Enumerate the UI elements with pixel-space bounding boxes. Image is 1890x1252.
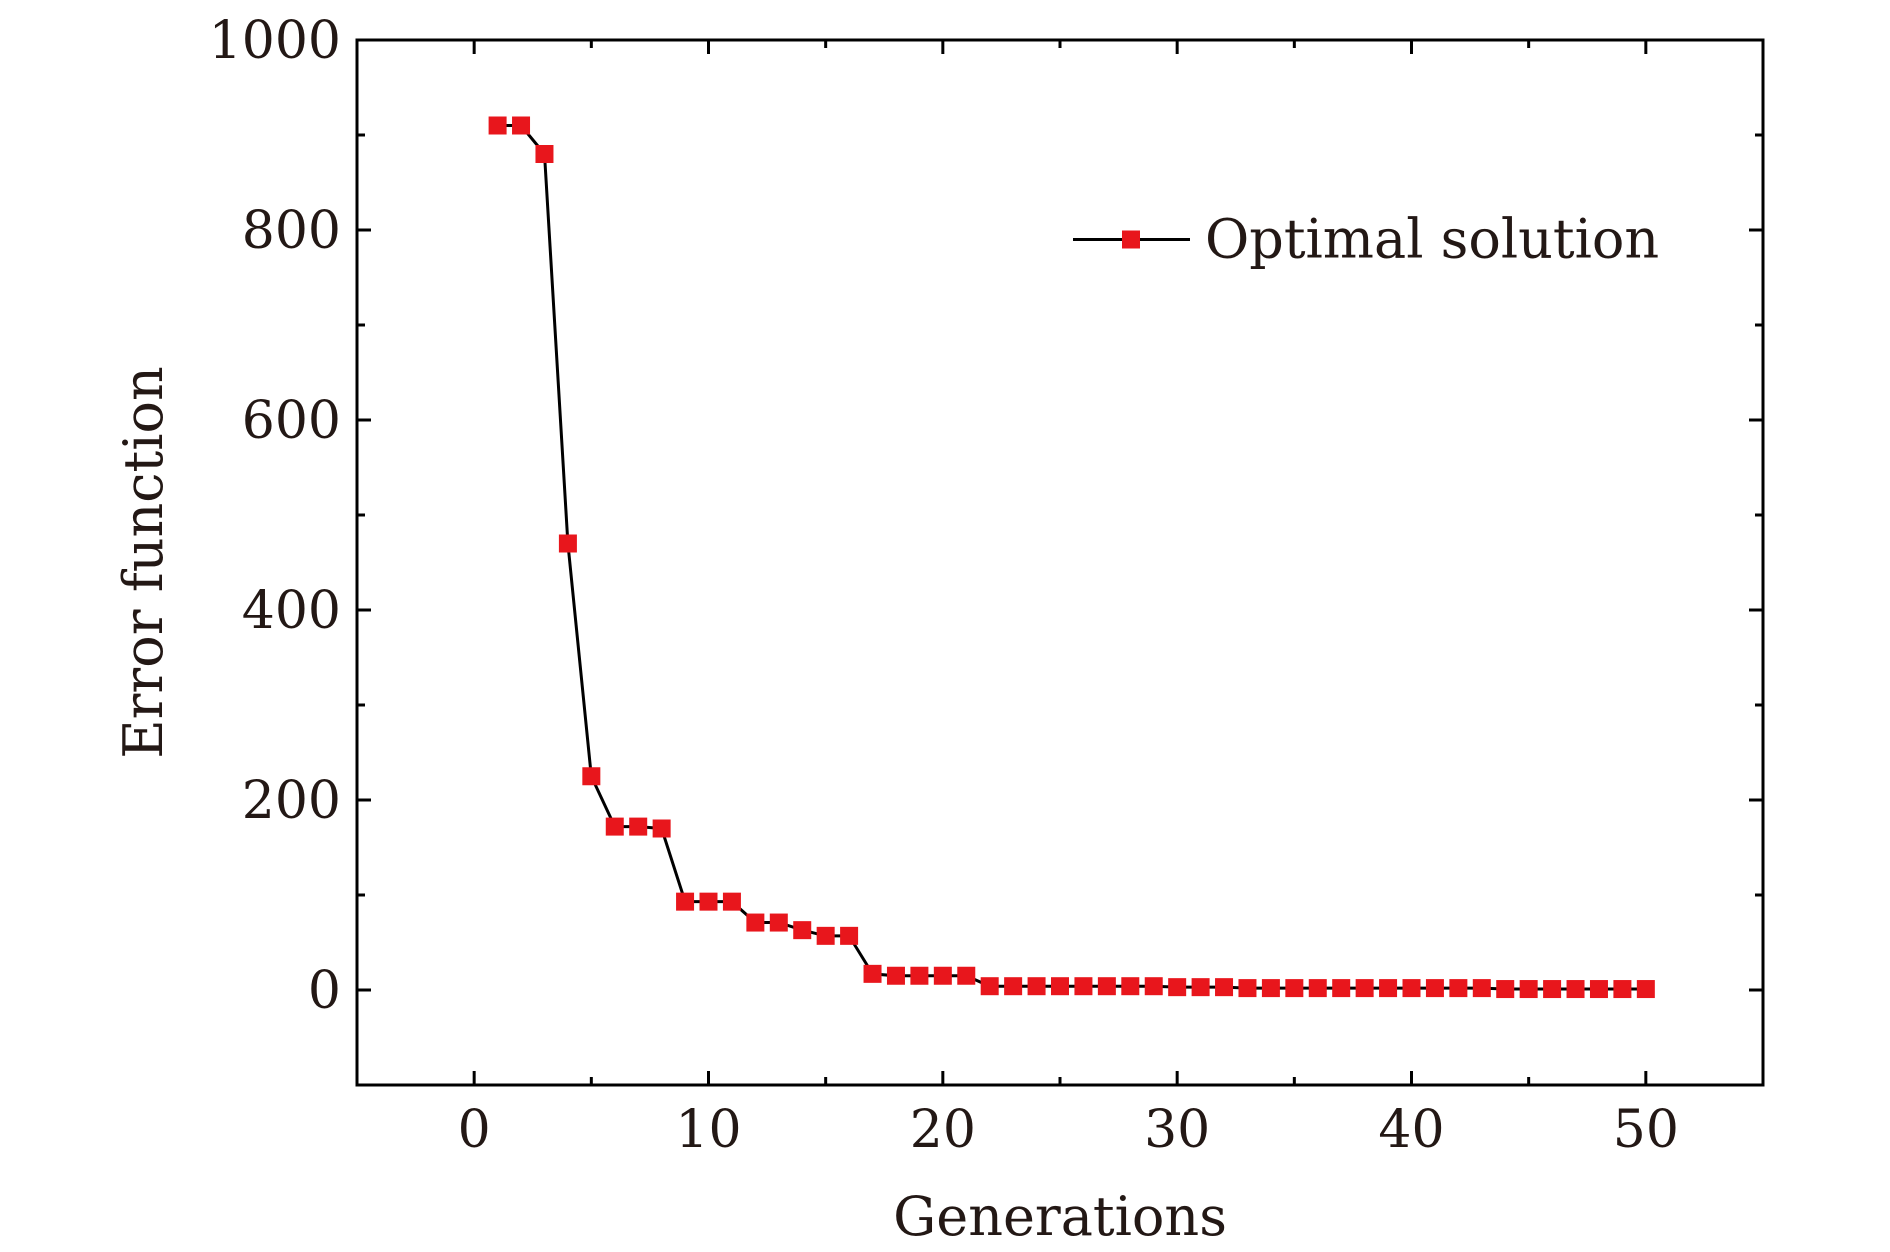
data-point	[1051, 977, 1069, 996]
y-axis-title: Error function	[112, 366, 175, 759]
y-tick-label: 0	[308, 961, 341, 1021]
data-point	[1215, 978, 1234, 997]
data-point	[1496, 980, 1515, 999]
legend: Optimal solution	[1073, 208, 1659, 271]
data-point	[1191, 978, 1210, 997]
data-point	[793, 921, 812, 940]
x-tick-label: 0	[458, 1100, 491, 1160]
legend-marker	[1122, 230, 1140, 249]
data-point	[1004, 977, 1023, 996]
x-tick-label: 40	[1378, 1100, 1444, 1160]
data-point	[1589, 980, 1608, 999]
y-tick-label: 400	[242, 581, 341, 641]
data-point	[512, 116, 531, 135]
data-point	[1519, 980, 1538, 999]
data-point	[1074, 977, 1093, 996]
data-point	[1402, 979, 1421, 998]
y-tick-label: 600	[242, 391, 341, 451]
data-point	[1425, 979, 1444, 998]
x-tick-label: 30	[1144, 1100, 1210, 1160]
data-point	[840, 926, 859, 945]
data-point	[676, 892, 695, 911]
data-point	[816, 926, 835, 945]
data-point	[1332, 979, 1351, 998]
data-point	[1097, 977, 1116, 996]
data-point	[746, 913, 765, 932]
data-point	[1449, 979, 1468, 998]
y-tick-label: 1000	[209, 11, 341, 71]
data-point	[699, 892, 718, 911]
data-point	[1472, 979, 1491, 998]
data-point	[1121, 977, 1140, 996]
data-point	[1543, 980, 1562, 999]
data-point	[769, 913, 788, 932]
axes: 0 10 20 30 40 50 0 200 400 600 800 1000	[209, 11, 1765, 1160]
plot-area	[488, 116, 1655, 999]
data-point	[863, 964, 882, 983]
data-point	[1308, 979, 1327, 998]
x-tick-label: 50	[1613, 1100, 1679, 1160]
data-point	[1613, 980, 1632, 999]
data-point	[1566, 980, 1585, 999]
data-point	[605, 817, 624, 836]
data-point	[886, 966, 905, 985]
data-point	[722, 892, 741, 911]
data-point	[1636, 980, 1655, 999]
plot-frame	[355, 38, 1765, 1087]
y-tick-label: 200	[242, 771, 341, 831]
data-point	[582, 767, 601, 786]
data-point	[957, 966, 976, 985]
data-point	[1261, 979, 1280, 998]
data-point	[652, 819, 671, 838]
data-point	[558, 534, 577, 553]
data-point	[1379, 979, 1398, 998]
x-axis-title: Generations	[893, 1185, 1227, 1248]
data-point	[488, 116, 507, 135]
x-tick-label: 20	[910, 1100, 976, 1160]
data-point	[1027, 977, 1046, 996]
data-point	[1355, 979, 1374, 998]
data-point	[1238, 979, 1257, 998]
data-point	[1285, 979, 1304, 998]
data-point	[910, 966, 929, 985]
data-point	[1144, 977, 1163, 996]
data-point	[933, 966, 952, 985]
data-point	[629, 817, 648, 836]
legend-label: Optimal solution	[1205, 208, 1659, 271]
y-tick-label: 800	[242, 201, 341, 261]
x-tick-label: 10	[675, 1100, 741, 1160]
data-point	[980, 977, 999, 996]
data-point	[1168, 978, 1187, 997]
data-point	[535, 145, 554, 163]
